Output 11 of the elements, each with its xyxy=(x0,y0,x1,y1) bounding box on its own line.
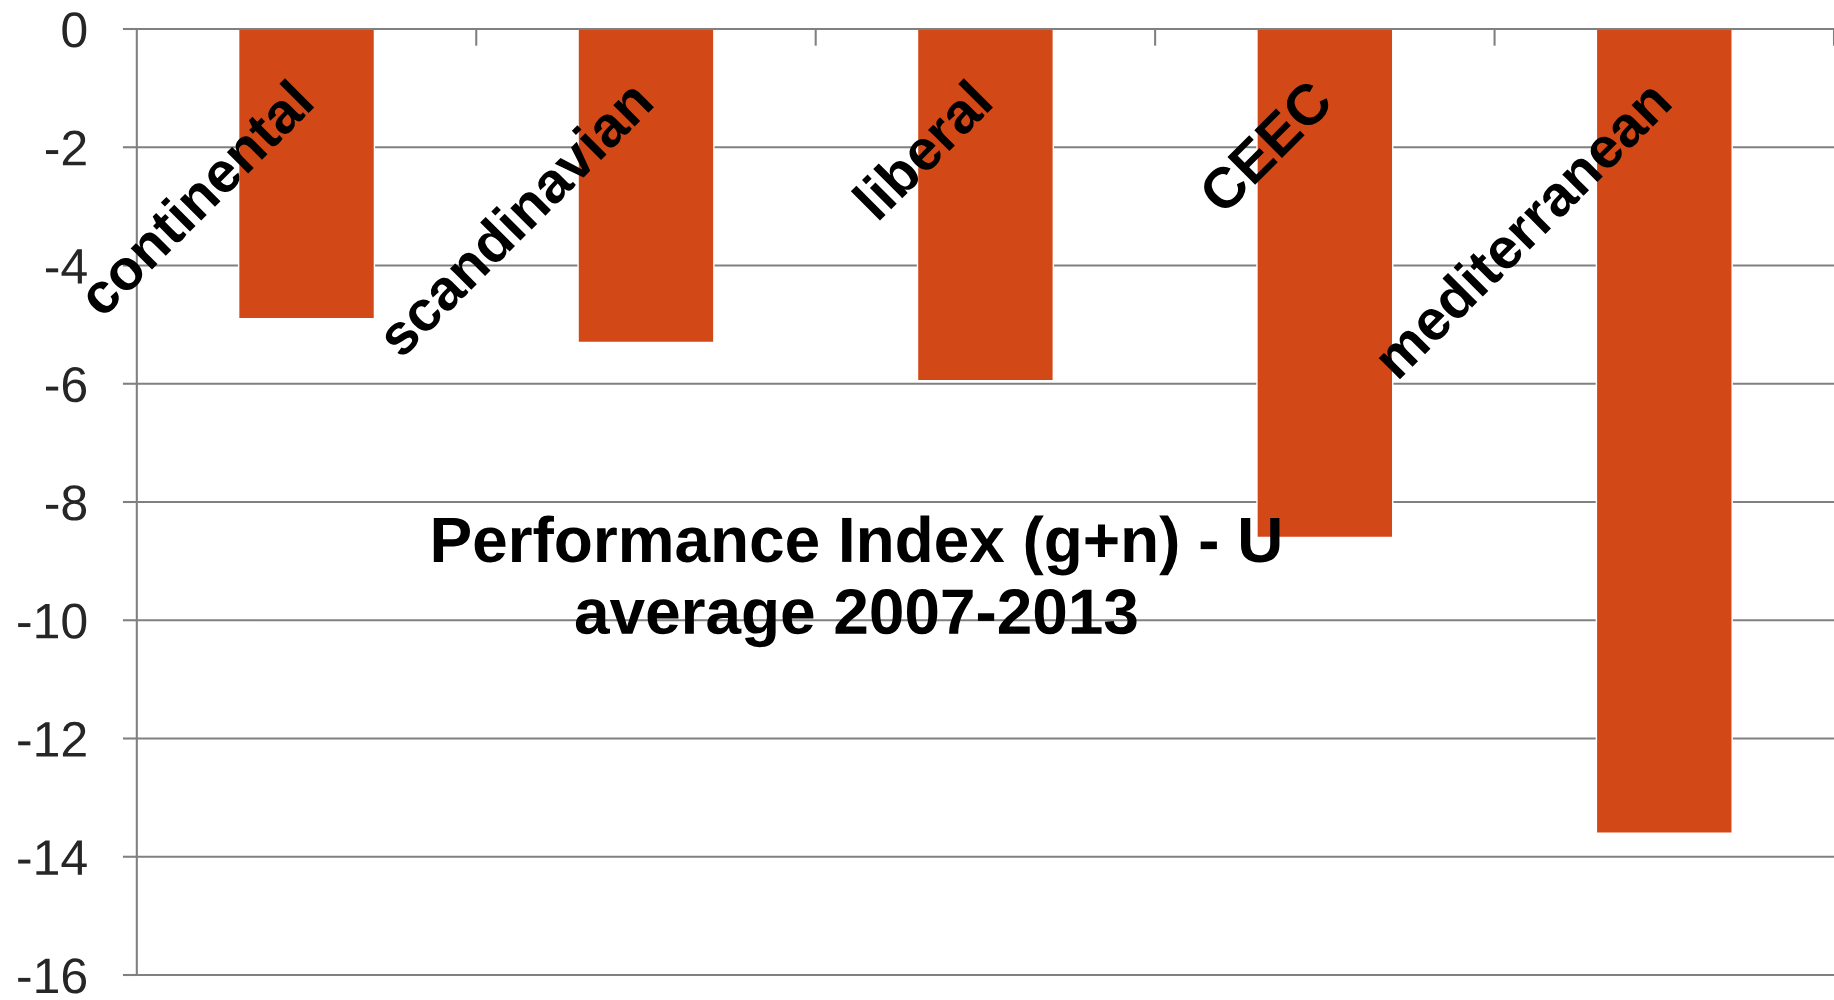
y-tick-label: -2 xyxy=(45,130,86,166)
text: Performance Index (g+n) - U xyxy=(433,515,1280,576)
y-tick-label: -8 xyxy=(45,485,87,521)
y-tick-label: -14 xyxy=(18,840,87,875)
y-tick-label: -12 xyxy=(18,721,86,757)
y-tick-label: 0 xyxy=(62,12,87,48)
y-tick-label: -16 xyxy=(18,958,87,994)
y-tick-label: -4 xyxy=(45,249,87,284)
y-tick-label: -6 xyxy=(45,366,87,403)
y-tick-label: -10 xyxy=(18,603,87,639)
text: average 2007-2013 xyxy=(575,589,1137,648)
